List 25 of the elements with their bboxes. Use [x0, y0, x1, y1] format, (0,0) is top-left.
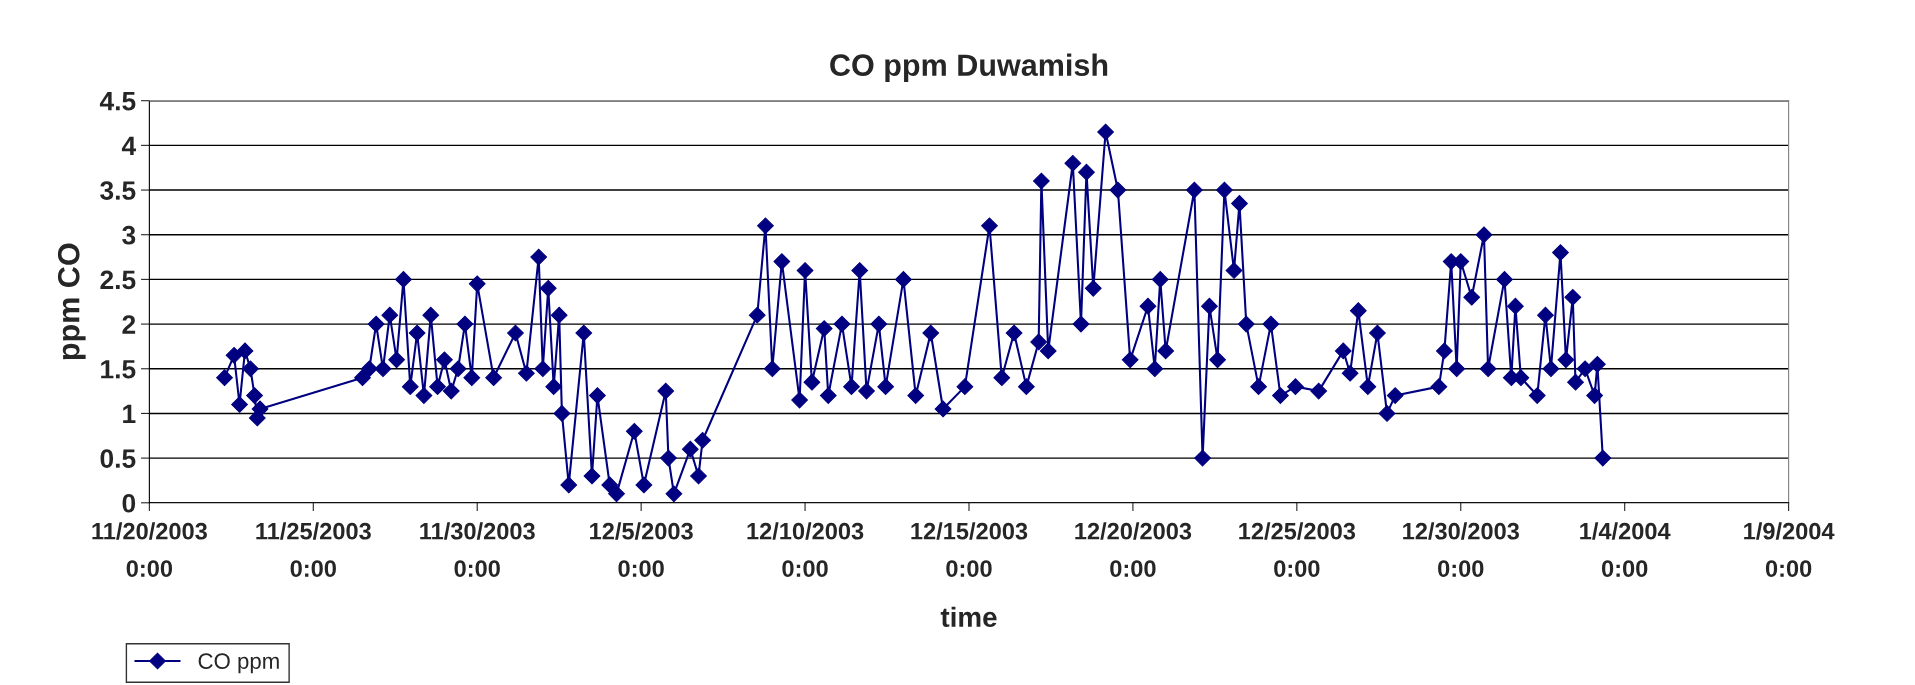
x-tick-label: 1/4/2004 0:00 [1580, 522, 1671, 577]
y-tick-label: 4.5 [99, 92, 136, 111]
chart-title: CO ppm Duwamish [830, 53, 1108, 83]
x-tick-label: 12/30/2003 0:00 [1403, 522, 1519, 577]
x-tick-label: 12/10/2003 0:00 [747, 522, 864, 577]
x-tick-label: 11/25/2003 0:00 [256, 522, 371, 577]
y-tick-label: 4 [121, 136, 137, 155]
legend-label: CO ppm [198, 653, 279, 674]
y-axis-title: ppm CO [57, 243, 86, 360]
y-tick-label: 3 [122, 225, 136, 245]
x-tick-label: 12/5/2003 0:00 [590, 522, 693, 577]
x-tick-label: 12/20/2003 0:00 [1075, 522, 1192, 577]
x-tick-label: 1/9/2004 0:00 [1744, 522, 1835, 577]
x-tick-label: 11/30/2003 0:00 [420, 522, 535, 577]
y-tick-label: 1 [123, 404, 136, 423]
y-tick-label: 1.5 [101, 360, 136, 379]
y-tick-label: 3.5 [100, 181, 136, 200]
x-tick-label: 11/20/2003 0:00 [92, 522, 207, 577]
x-axis-title: time [940, 606, 997, 628]
y-tick-label: 2 [122, 315, 136, 334]
y-tick-label: 0.5 [100, 449, 136, 468]
y-tick-label: 0 [122, 493, 136, 513]
x-tick-label: 12/25/2003 0:00 [1239, 522, 1356, 577]
y-tick-label: 2.5 [100, 270, 136, 290]
x-tick-label: 12/15/2003 0:00 [911, 522, 1028, 577]
